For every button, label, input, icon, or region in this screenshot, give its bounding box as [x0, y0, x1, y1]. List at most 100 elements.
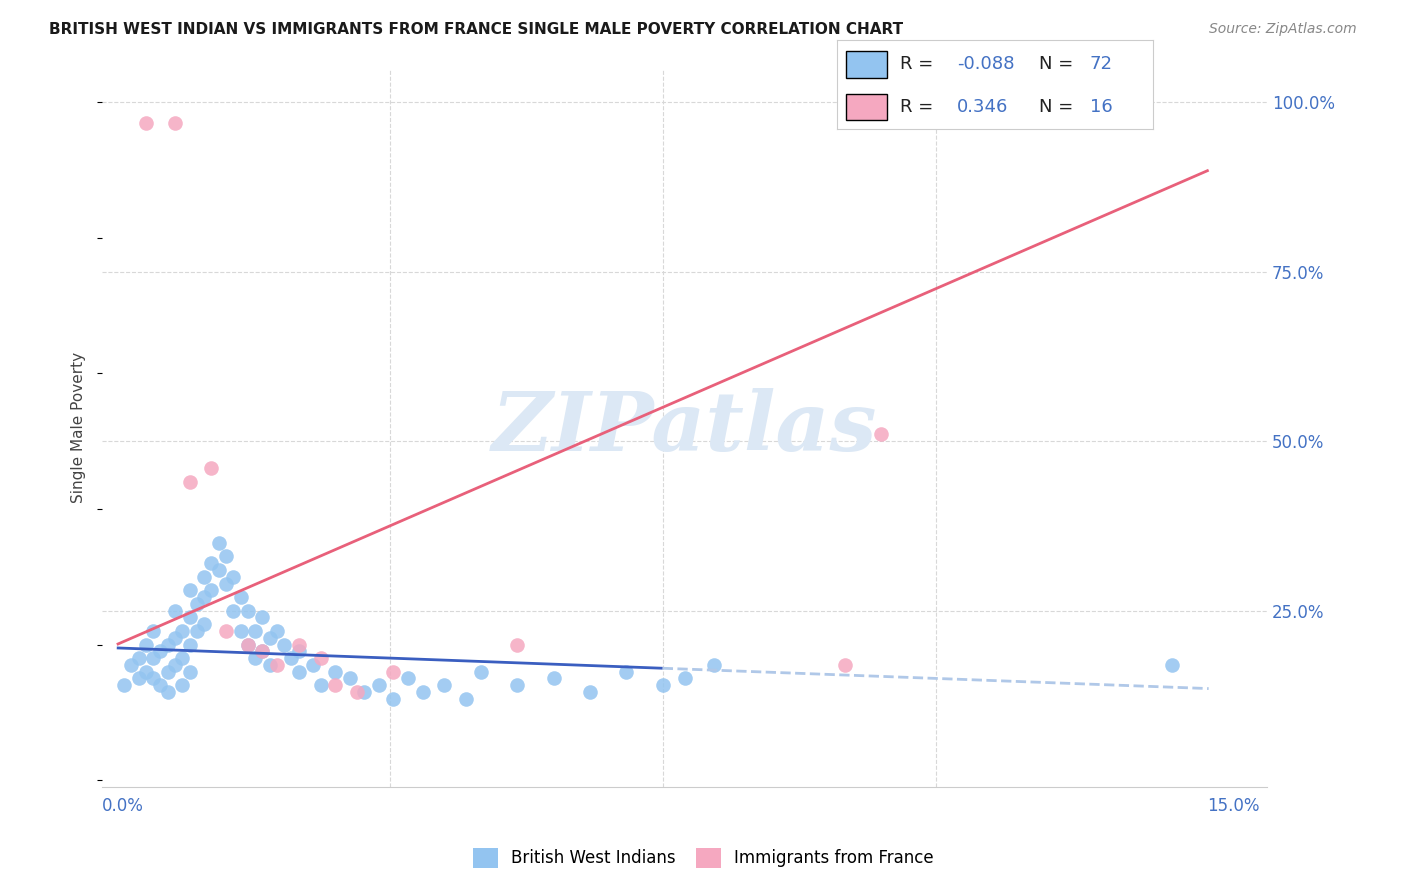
Point	[236, 638, 259, 652]
Point	[186, 624, 208, 638]
Point	[309, 651, 332, 665]
Point	[179, 475, 201, 489]
Text: 0.346: 0.346	[956, 98, 1008, 116]
Point	[252, 644, 274, 658]
Point	[215, 624, 238, 638]
Point	[142, 624, 165, 638]
Text: R =: R =	[900, 98, 934, 116]
Point	[112, 678, 135, 692]
Point	[179, 665, 201, 679]
Text: N =: N =	[1039, 98, 1073, 116]
Point	[149, 644, 172, 658]
Point	[411, 685, 433, 699]
Point	[252, 610, 274, 624]
Point	[172, 624, 194, 638]
Point	[135, 665, 157, 679]
Point	[142, 651, 165, 665]
Point	[179, 610, 201, 624]
Text: ZIPatlas: ZIPatlas	[492, 388, 877, 467]
Text: 72: 72	[1090, 55, 1112, 73]
Point	[470, 665, 492, 679]
Point	[1161, 657, 1184, 672]
Point	[222, 570, 245, 584]
FancyBboxPatch shape	[846, 51, 887, 78]
Point	[163, 657, 186, 672]
Point	[200, 556, 222, 570]
Point	[172, 678, 194, 692]
Point	[834, 657, 856, 672]
Point	[252, 644, 274, 658]
Point	[456, 691, 478, 706]
Point	[208, 536, 231, 550]
Point	[367, 678, 389, 692]
Point	[323, 678, 346, 692]
Point	[135, 116, 157, 130]
Point	[506, 638, 529, 652]
Text: 0.0%: 0.0%	[103, 797, 143, 815]
Point	[259, 631, 281, 645]
Point	[346, 685, 368, 699]
Point	[229, 590, 252, 604]
Point	[243, 651, 266, 665]
Point	[208, 563, 231, 577]
Point	[273, 638, 295, 652]
Point	[266, 624, 288, 638]
Point	[179, 583, 201, 598]
Point	[193, 590, 215, 604]
Point	[193, 617, 215, 632]
Y-axis label: Single Male Poverty: Single Male Poverty	[72, 352, 86, 503]
Point	[215, 549, 238, 564]
Point	[870, 427, 893, 442]
Text: N =: N =	[1039, 55, 1073, 73]
Point	[703, 657, 725, 672]
Point	[579, 685, 602, 699]
Point	[135, 638, 157, 652]
Point	[142, 672, 165, 686]
Point	[353, 685, 375, 699]
Text: 15.0%: 15.0%	[1208, 797, 1260, 815]
Point	[120, 657, 142, 672]
Point	[156, 685, 179, 699]
Point	[215, 576, 238, 591]
Point	[433, 678, 456, 692]
Point	[323, 665, 346, 679]
Point	[396, 672, 419, 686]
Point	[236, 604, 259, 618]
Point	[309, 678, 332, 692]
Point	[259, 657, 281, 672]
Point	[172, 651, 194, 665]
Legend: British West Indians, Immigrants from France: British West Indians, Immigrants from Fr…	[465, 841, 941, 875]
Point	[287, 665, 309, 679]
Point	[229, 624, 252, 638]
Point	[163, 116, 186, 130]
Point	[179, 638, 201, 652]
Point	[280, 651, 302, 665]
Point	[266, 657, 288, 672]
Point	[128, 651, 150, 665]
Point	[287, 638, 309, 652]
Point	[339, 672, 361, 686]
FancyBboxPatch shape	[846, 94, 887, 120]
Point	[673, 672, 696, 686]
Point	[506, 678, 529, 692]
Text: Source: ZipAtlas.com: Source: ZipAtlas.com	[1209, 22, 1357, 37]
Text: BRITISH WEST INDIAN VS IMMIGRANTS FROM FRANCE SINGLE MALE POVERTY CORRELATION CH: BRITISH WEST INDIAN VS IMMIGRANTS FROM F…	[49, 22, 903, 37]
Point	[382, 665, 405, 679]
Point	[651, 678, 673, 692]
Text: -0.088: -0.088	[956, 55, 1014, 73]
Point	[236, 638, 259, 652]
Point	[200, 583, 222, 598]
Point	[128, 672, 150, 686]
Point	[287, 644, 309, 658]
Text: R =: R =	[900, 55, 934, 73]
Point	[543, 672, 565, 686]
Point	[243, 624, 266, 638]
Point	[156, 638, 179, 652]
Point	[200, 461, 222, 475]
Point	[193, 570, 215, 584]
Point	[614, 665, 637, 679]
Text: 16: 16	[1090, 98, 1112, 116]
Point	[186, 597, 208, 611]
Point	[156, 665, 179, 679]
Point	[149, 678, 172, 692]
